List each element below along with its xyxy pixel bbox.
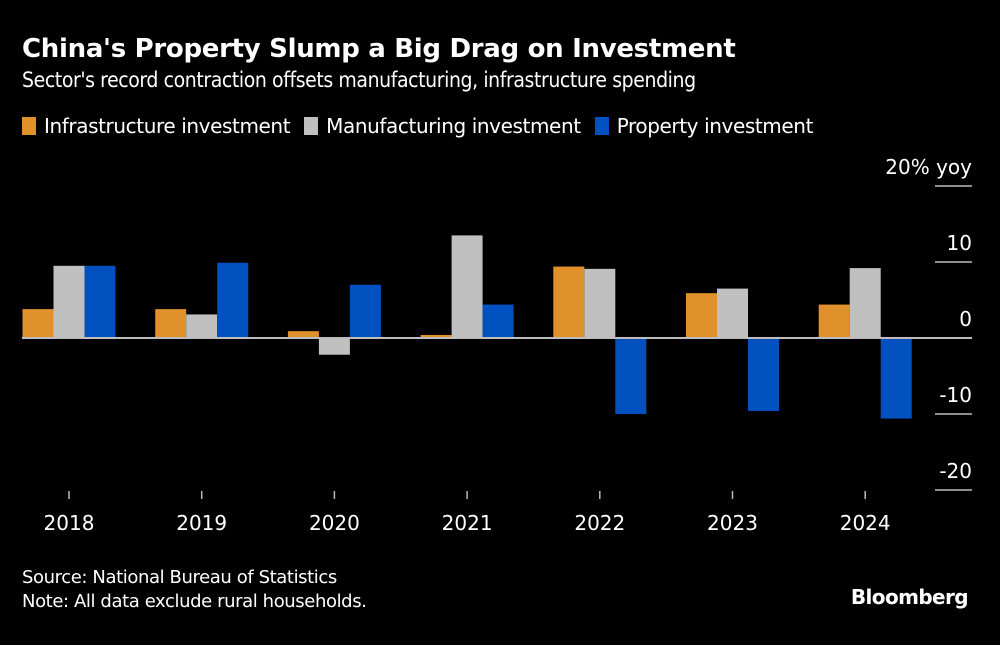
legend-item-property: Property investment [594,114,814,138]
x-tick-label-2022: 2022 [574,511,625,535]
bar-manufacturing-2024 [849,268,881,338]
legend-label-infrastructure: Infrastructure investment [44,114,291,138]
bar-manufacturing-2020 [318,338,350,355]
bar-infrastructure-2018 [22,309,54,338]
y-tick-label--20: -20 [939,459,972,483]
x-tick-label-2020: 2020 [309,511,360,535]
legend-swatch-infrastructure [22,117,36,135]
bar-infrastructure-2024 [818,304,850,338]
legend-label-manufacturing: Manufacturing investment [326,114,581,138]
chart-subtitle: Sector's record contraction offsets manu… [22,68,696,92]
legend-label-property: Property investment [616,114,814,138]
footer-notes: Source: National Bureau of Statistics No… [22,566,367,614]
bar-manufacturing-2023 [717,288,748,338]
bar-manufacturing-2019 [186,314,218,338]
legend-item-manufacturing: Manufacturing investment [304,114,581,138]
bar-infrastructure-2023 [686,293,717,338]
axes-layer: 2018 2019 2020 2021 2022 2023 2024 20% yoy 10 0 -1… [22,155,972,535]
bar-manufacturing-2022 [584,268,616,338]
legend-swatch-property [594,117,609,135]
bar-property-2019 [217,262,249,338]
x-tick-label-2021: 2021 [442,511,493,535]
y-tick-label-0: 0 [959,307,972,331]
bar-property-2020 [349,284,381,338]
bar-property-2022 [615,338,647,414]
legend: Infrastructure investment Manufacturing … [22,114,827,138]
legend-item-infrastructure: Infrastructure investment [22,114,291,138]
bar-manufacturing-2018 [53,265,85,338]
bar-property-2024 [880,338,912,419]
bar-manufacturing-2021 [451,235,483,338]
y-tick-label--10: -10 [939,383,972,407]
legend-swatch-manufacturing [304,117,319,135]
chart-title: China's Property Slump a Big Drag on Inv… [22,34,736,64]
bar-infrastructure-2019 [155,309,187,338]
x-tick-label-2024: 2024 [840,511,891,535]
bar-property-2021 [482,304,514,338]
bar-property-2023 [748,338,779,411]
data-note: Note: All data exclude rural households. [22,591,367,612]
bloomberg-logo: Bloomberg [850,585,969,609]
bars-layer [22,235,912,419]
y-tick-label-10: 10 [947,231,972,255]
y-tick-label-20: 20% yoy [885,155,972,179]
bar-property-2018 [84,265,116,338]
bar-infrastructure-2020 [287,331,319,338]
x-tick-label-2019: 2019 [176,511,227,535]
source-note: Source: National Bureau of Statistics [22,567,337,588]
bar-infrastructure-2021 [420,334,452,338]
x-tick-label-2018: 2018 [44,511,95,535]
x-tick-label-2023: 2023 [707,511,758,535]
bar-infrastructure-2022 [553,266,585,338]
